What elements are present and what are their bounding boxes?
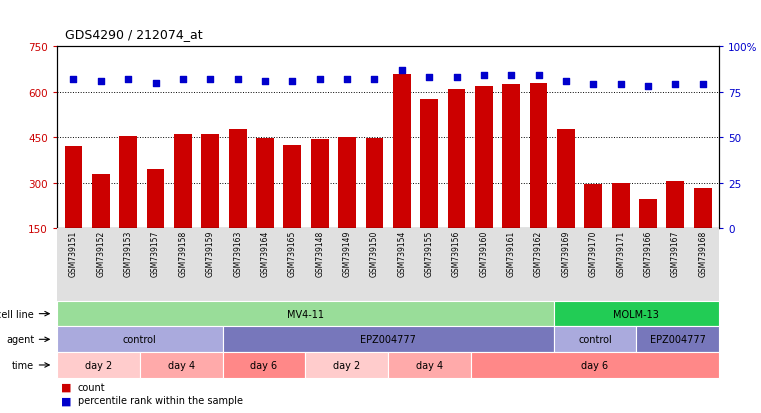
Point: [122, 76, 134, 83]
Point: [451, 75, 463, 81]
Text: GSM739159: GSM739159: [205, 230, 215, 277]
Bar: [202, 135, 219, 229]
Bar: [338, 138, 356, 229]
Point: [423, 75, 435, 81]
Bar: [256, 138, 274, 229]
Point: [368, 76, 380, 83]
Point: [696, 82, 708, 88]
Bar: [639, 199, 657, 229]
Point: [505, 73, 517, 79]
Bar: [667, 182, 684, 229]
Text: GSM739151: GSM739151: [69, 230, 78, 276]
Bar: [612, 183, 629, 229]
Point: [314, 76, 326, 83]
Bar: [584, 185, 602, 229]
Bar: [310, 140, 329, 229]
Bar: [65, 147, 82, 229]
Bar: [119, 136, 137, 229]
Point: [587, 82, 600, 88]
Text: MV4-11: MV4-11: [287, 309, 324, 319]
Text: count: count: [78, 382, 105, 392]
Text: GSM739156: GSM739156: [452, 230, 461, 277]
Text: day 6: day 6: [581, 360, 609, 370]
Point: [149, 80, 161, 87]
Text: GSM739164: GSM739164: [260, 230, 269, 277]
Bar: [694, 188, 712, 229]
Point: [669, 82, 681, 88]
Text: GSM739148: GSM739148: [315, 230, 324, 276]
Point: [341, 76, 353, 83]
Point: [95, 78, 107, 85]
Bar: [57, 229, 719, 301]
Text: GSM739158: GSM739158: [178, 230, 187, 276]
Text: GSM739170: GSM739170: [589, 230, 598, 277]
Point: [68, 76, 80, 83]
Point: [478, 73, 490, 79]
Point: [615, 82, 627, 88]
Point: [259, 78, 271, 85]
Text: GDS4290 / 212074_at: GDS4290 / 212074_at: [65, 28, 202, 41]
Text: GSM739149: GSM739149: [342, 230, 352, 277]
Bar: [174, 134, 192, 229]
Bar: [447, 90, 466, 229]
Text: ■: ■: [61, 382, 72, 392]
Text: GSM739169: GSM739169: [562, 230, 571, 277]
Point: [533, 73, 545, 79]
Bar: [393, 74, 411, 229]
Text: GSM739150: GSM739150: [370, 230, 379, 277]
Bar: [530, 84, 547, 229]
Text: GSM739155: GSM739155: [425, 230, 434, 277]
Text: GSM739157: GSM739157: [151, 230, 160, 277]
Bar: [365, 138, 384, 229]
Text: GSM739167: GSM739167: [671, 230, 680, 277]
Text: control: control: [123, 335, 157, 344]
Bar: [92, 174, 110, 229]
Text: GSM739160: GSM739160: [479, 230, 489, 277]
Text: control: control: [578, 335, 612, 344]
Bar: [420, 100, 438, 229]
Text: GSM739161: GSM739161: [507, 230, 516, 276]
Text: EPZ004777: EPZ004777: [650, 335, 705, 344]
Text: GSM739163: GSM739163: [233, 230, 242, 277]
Point: [204, 76, 216, 83]
Text: MOLM-13: MOLM-13: [613, 309, 659, 319]
Text: GSM739166: GSM739166: [644, 230, 652, 277]
Text: agent: agent: [6, 335, 34, 344]
Text: cell line: cell line: [0, 309, 34, 319]
Bar: [229, 129, 247, 229]
Text: time: time: [12, 360, 34, 370]
Point: [396, 67, 408, 74]
Point: [231, 76, 244, 83]
Text: percentile rank within the sample: percentile rank within the sample: [78, 395, 243, 405]
Text: GSM739171: GSM739171: [616, 230, 625, 276]
Text: GSM739162: GSM739162: [534, 230, 543, 276]
Text: GSM739153: GSM739153: [124, 230, 132, 277]
Point: [642, 84, 654, 90]
Bar: [557, 129, 575, 229]
Text: day 2: day 2: [333, 360, 361, 370]
Bar: [147, 170, 164, 229]
Text: day 4: day 4: [167, 360, 195, 370]
Text: GSM739152: GSM739152: [97, 230, 105, 276]
Bar: [283, 145, 301, 229]
Text: ■: ■: [61, 395, 72, 405]
Bar: [475, 87, 493, 229]
Text: GSM739168: GSM739168: [699, 230, 707, 276]
Point: [286, 78, 298, 85]
Text: day 6: day 6: [250, 360, 278, 370]
Text: GSM739154: GSM739154: [397, 230, 406, 277]
Bar: [502, 85, 520, 229]
Text: day 2: day 2: [84, 360, 112, 370]
Point: [560, 78, 572, 85]
Text: GSM739165: GSM739165: [288, 230, 297, 277]
Text: EPZ004777: EPZ004777: [360, 335, 416, 344]
Text: day 4: day 4: [416, 360, 443, 370]
Point: [177, 76, 189, 83]
